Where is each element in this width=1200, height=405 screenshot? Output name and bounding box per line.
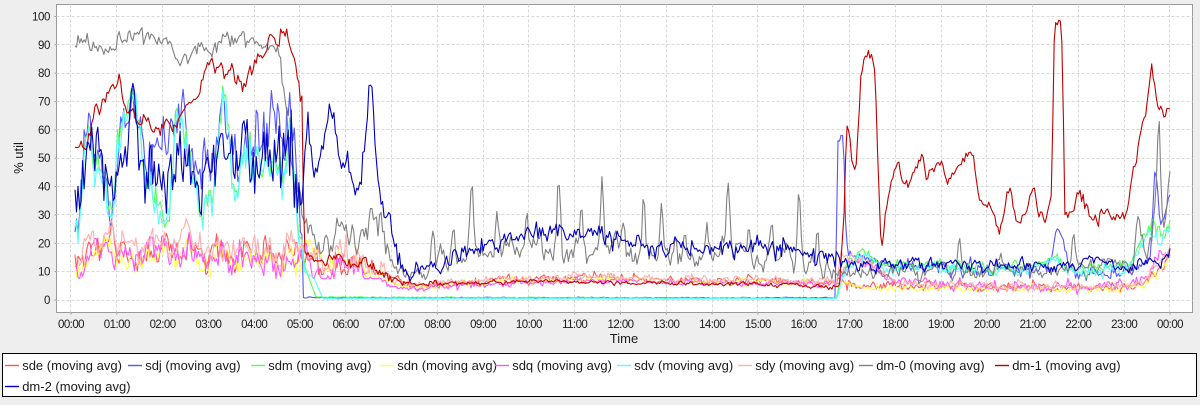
- svg-text:17:00: 17:00: [836, 319, 862, 331]
- svg-text:0: 0: [44, 295, 50, 307]
- svg-text:13:00: 13:00: [653, 319, 679, 331]
- svg-text:19:00: 19:00: [928, 319, 954, 331]
- svg-text:10: 10: [38, 267, 50, 279]
- svg-text:04:00: 04:00: [241, 319, 267, 331]
- svg-text:02:00: 02:00: [150, 319, 176, 331]
- svg-text:sdj (moving avg): sdj (moving avg): [145, 358, 240, 373]
- svg-text:70: 70: [38, 97, 50, 109]
- svg-text:05:00: 05:00: [287, 319, 313, 331]
- svg-text:16:00: 16:00: [791, 319, 817, 331]
- svg-text:07:00: 07:00: [378, 319, 404, 331]
- svg-text:sdq (moving avg): sdq (moving avg): [512, 358, 612, 373]
- svg-text:dm-1 (moving avg): dm-1 (moving avg): [1012, 358, 1120, 373]
- svg-text:15:00: 15:00: [745, 319, 771, 331]
- svg-text:10:00: 10:00: [516, 319, 542, 331]
- svg-text:% util: % util: [11, 142, 26, 174]
- svg-text:20: 20: [38, 238, 50, 250]
- svg-text:23:00: 23:00: [1111, 319, 1137, 331]
- svg-text:sdn (moving avg): sdn (moving avg): [397, 358, 497, 373]
- svg-text:Time: Time: [610, 331, 638, 346]
- svg-text:sdy (moving avg): sdy (moving avg): [755, 358, 854, 373]
- svg-text:40: 40: [38, 182, 50, 194]
- svg-text:09:00: 09:00: [470, 319, 496, 331]
- svg-text:30: 30: [38, 210, 50, 222]
- svg-text:14:00: 14:00: [699, 319, 725, 331]
- svg-text:12:00: 12:00: [607, 319, 633, 331]
- svg-text:21:00: 21:00: [1020, 319, 1046, 331]
- svg-text:06:00: 06:00: [333, 319, 359, 331]
- svg-text:08:00: 08:00: [424, 319, 450, 331]
- svg-text:20:00: 20:00: [974, 319, 1000, 331]
- svg-text:sde (moving avg): sde (moving avg): [22, 358, 122, 373]
- svg-text:01:00: 01:00: [104, 319, 130, 331]
- svg-text:60: 60: [38, 125, 50, 137]
- svg-text:18:00: 18:00: [882, 319, 908, 331]
- svg-text:dm-0 (moving avg): dm-0 (moving avg): [876, 358, 984, 373]
- svg-text:sdv (moving avg): sdv (moving avg): [634, 358, 733, 373]
- svg-text:03:00: 03:00: [195, 319, 221, 331]
- svg-text:90: 90: [38, 40, 50, 52]
- svg-text:sdm (moving avg): sdm (moving avg): [268, 358, 371, 373]
- svg-text:dm-2 (moving avg): dm-2 (moving avg): [22, 379, 130, 394]
- svg-text:80: 80: [38, 68, 50, 80]
- svg-text:22:00: 22:00: [1065, 319, 1091, 331]
- svg-text:00:00: 00:00: [1157, 319, 1183, 331]
- svg-text:100: 100: [32, 12, 50, 24]
- svg-text:11:00: 11:00: [562, 319, 587, 331]
- svg-text:00:00: 00:00: [58, 319, 84, 331]
- svg-text:50: 50: [38, 153, 50, 165]
